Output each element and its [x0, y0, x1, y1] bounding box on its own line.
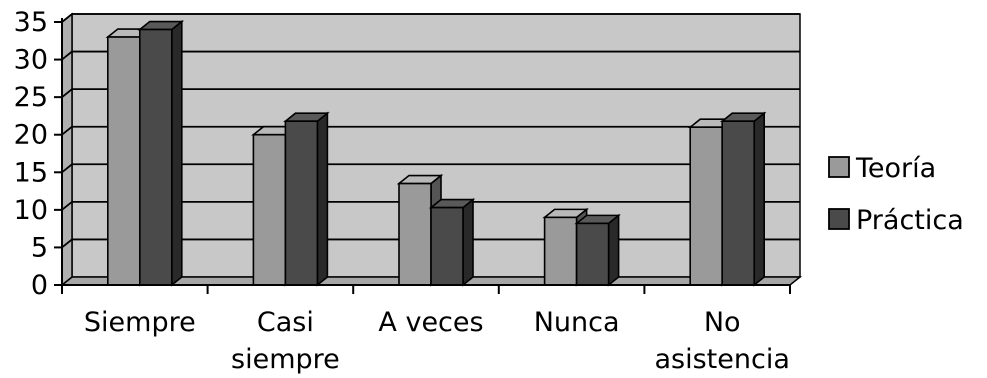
bar-side [753, 111, 766, 287]
y-axis-tick-labels: 0 5 10 15 20 25 30 35 [14, 7, 48, 301]
gridline [61, 50, 800, 61]
gridlines [61, 13, 800, 249]
bar-front [543, 216, 578, 286]
x-category-label: No [704, 307, 741, 338]
axes [54, 18, 791, 294]
x-category-label: Casi [257, 307, 314, 338]
bar-side [316, 111, 329, 287]
legend-swatch [828, 208, 850, 230]
bar [137, 19, 185, 287]
x-category-label: asistencia [655, 344, 790, 375]
y-tick-label: 10 [14, 195, 48, 226]
y-tick-label: 30 [14, 45, 48, 76]
bar-front [252, 133, 287, 286]
bar [719, 111, 767, 287]
y-tick-label: 5 [31, 232, 48, 263]
bar-side [171, 19, 183, 287]
x-category-label: Nunca [534, 307, 620, 338]
gridline [61, 13, 800, 23]
bar-front [689, 126, 724, 286]
y-tick-label: 20 [14, 120, 48, 151]
gridline [61, 200, 800, 211]
x-category-label: siempre [231, 344, 340, 375]
y-tick-label: 15 [14, 157, 48, 188]
gridline [61, 88, 800, 98]
gridline [61, 125, 800, 136]
bar [428, 197, 476, 287]
bar [283, 111, 330, 287]
legend-label: Práctica [856, 205, 964, 236]
bars [105, 19, 767, 287]
bar-front [721, 120, 756, 286]
y-tick-label: 35 [14, 7, 48, 38]
legend-swatch [828, 156, 850, 178]
legend-item: Teoría [828, 153, 936, 184]
y-tick-label: 0 [31, 270, 48, 301]
bar [574, 213, 621, 287]
legend: Teoría Práctica [828, 153, 964, 236]
bar-front [107, 36, 141, 286]
x-category-label: Siempre [84, 307, 196, 338]
bar-front [575, 222, 610, 286]
y-tick-label: 25 [14, 82, 48, 113]
bar-side [462, 197, 474, 287]
bar-front [398, 182, 432, 286]
legend-item: Práctica [828, 205, 964, 236]
x-axis-category-labels: Siempre Casi siempre A veces Nunca No asistenc… [84, 307, 790, 375]
bar-side [607, 213, 620, 287]
bar-front [430, 206, 464, 286]
legend-label: Teoría [855, 153, 936, 184]
bar-front [284, 120, 319, 286]
gridline [61, 163, 800, 173]
bar-front [139, 28, 173, 286]
x-category-label: A veces [378, 307, 483, 338]
